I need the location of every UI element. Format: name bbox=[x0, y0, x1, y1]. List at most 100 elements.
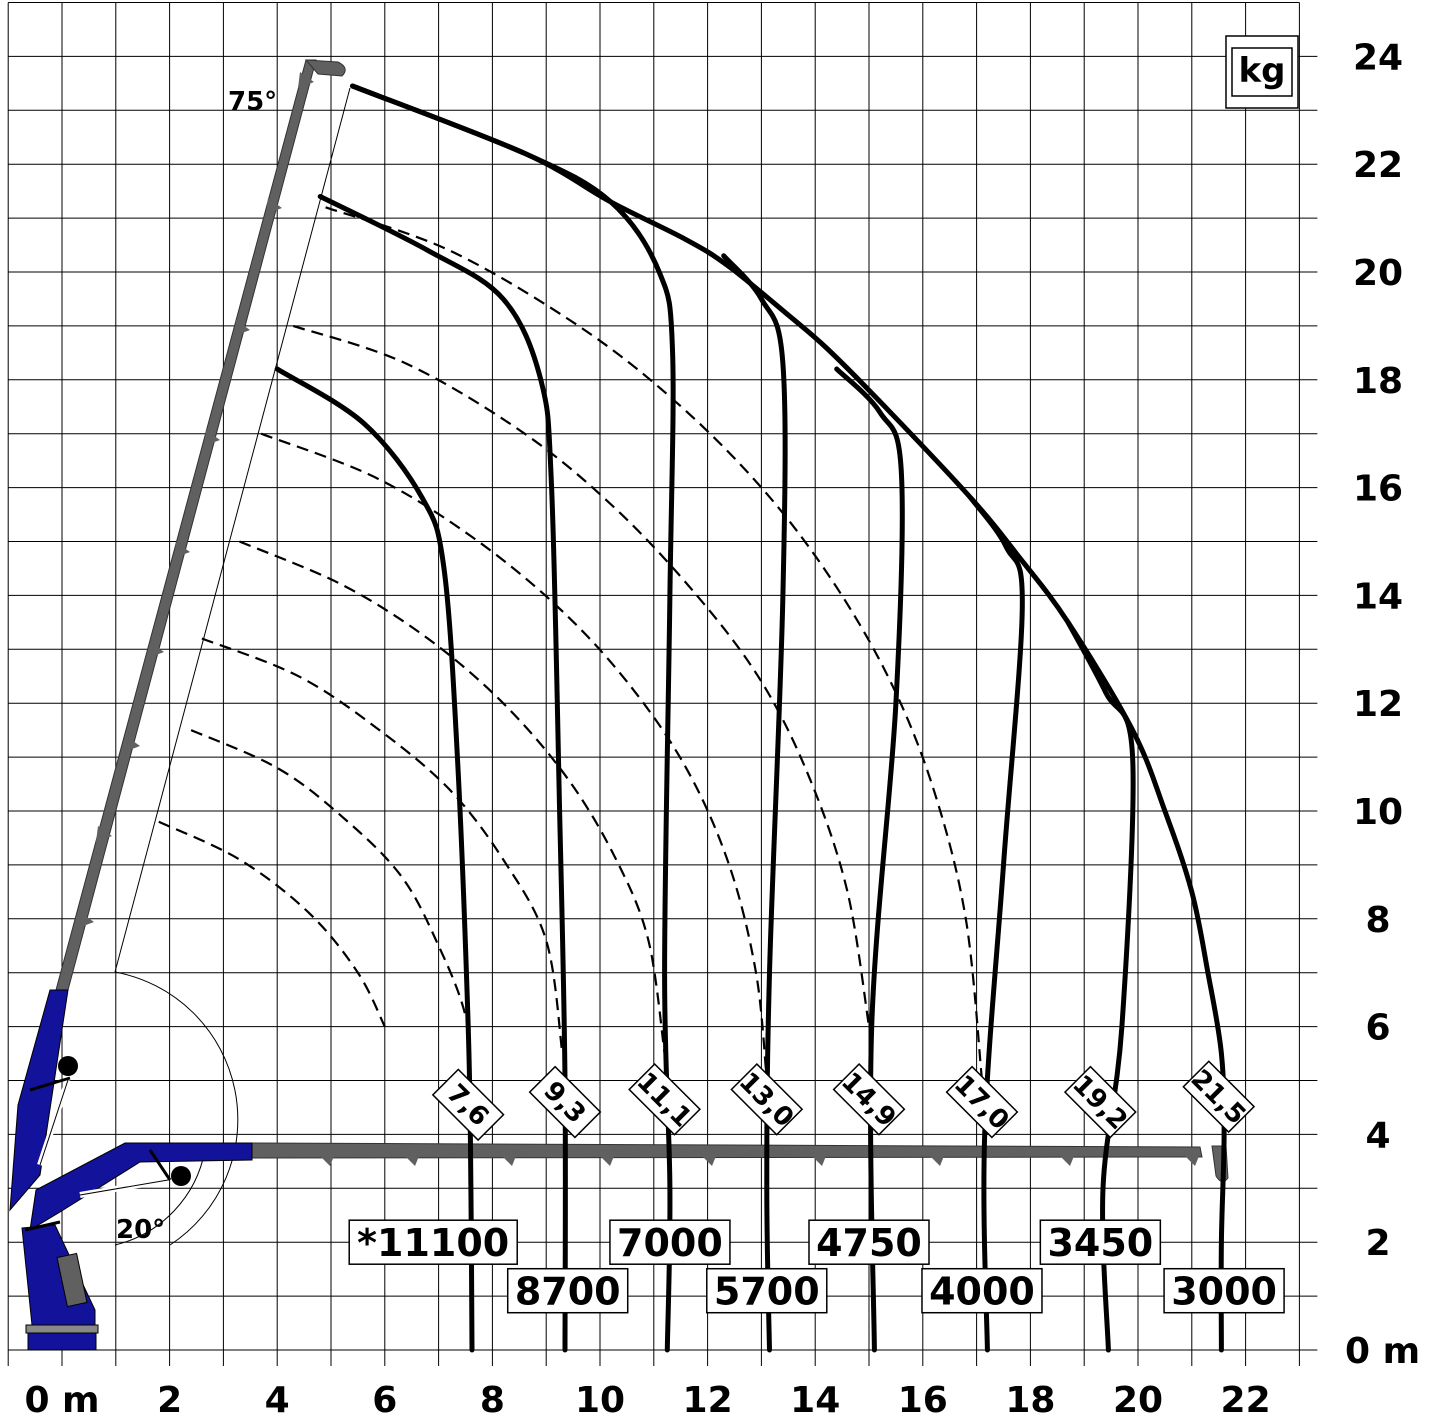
capacity-label: 4750 bbox=[808, 1219, 930, 1265]
load-curve-21-5 bbox=[350, 83, 1227, 1353]
reach-labels: 7,6 9,3 11,1 13,0 14,9 17,0 19,2 21,5 bbox=[431, 1060, 1256, 1142]
capacity-box bbox=[921, 1267, 1043, 1314]
boom-section-joint bbox=[298, 72, 314, 88]
boom-tip bbox=[304, 59, 346, 77]
capacity-box bbox=[506, 1267, 629, 1314]
boom-section-joint bbox=[320, 1156, 334, 1166]
load-curve-19-2 bbox=[1065, 619, 1136, 1353]
load-curve-14-9 bbox=[834, 366, 905, 1353]
boom-section-joint bbox=[234, 320, 250, 336]
height-arc bbox=[325, 206, 984, 1081]
capacity-box bbox=[808, 1219, 930, 1265]
reach-label: 17,0 bbox=[945, 1065, 1019, 1139]
load-curves bbox=[274, 83, 1227, 1353]
load-curve-9-3 bbox=[317, 194, 568, 1353]
reach-label: 19,2 bbox=[1063, 1065, 1137, 1139]
reach-label-box bbox=[628, 1062, 701, 1136]
capacity-box bbox=[609, 1219, 731, 1265]
reach-label-box bbox=[431, 1068, 505, 1142]
boom-section-joint bbox=[405, 1156, 419, 1166]
x-tick-label: 14 bbox=[790, 1380, 840, 1420]
boom-section-joint bbox=[124, 736, 140, 752]
horizontal-boom bbox=[249, 1142, 1203, 1159]
boom-section-joint bbox=[502, 1156, 516, 1166]
reach-label: 11,1 bbox=[628, 1062, 701, 1136]
hydraulic-cylinder bbox=[39, 1079, 69, 1166]
unit-badge: kg bbox=[1225, 35, 1299, 109]
capacity-value: 4750 bbox=[816, 1221, 922, 1265]
y-tick-label: 16 bbox=[1353, 469, 1403, 510]
height-arc bbox=[239, 540, 666, 1054]
capacity-label: 5700 bbox=[706, 1267, 828, 1314]
reach-label: 21,5 bbox=[1182, 1060, 1256, 1134]
boom-envelope-line bbox=[114, 87, 351, 973]
boom-angle-min: 20° bbox=[116, 1215, 165, 1245]
capacity-label: 8700 bbox=[506, 1267, 629, 1314]
column-cylinder bbox=[56, 1252, 88, 1308]
crane-base-plate bbox=[25, 1324, 99, 1334]
y-tick-label: 22 bbox=[1353, 145, 1403, 186]
capacity-label: 3450 bbox=[1039, 1219, 1162, 1265]
reach-label-box bbox=[945, 1065, 1019, 1139]
y-tick-label: 24 bbox=[1353, 37, 1403, 78]
reach-label: 9,3 bbox=[528, 1065, 602, 1139]
x-tick-label: 6 bbox=[372, 1380, 397, 1420]
x-tick-label: 18 bbox=[1005, 1380, 1055, 1420]
capacity-value: 3000 bbox=[1171, 1270, 1277, 1314]
capacity-label: 3000 bbox=[1163, 1267, 1285, 1314]
reach-label-box bbox=[1063, 1065, 1137, 1139]
boom-angle-max: 75° bbox=[228, 87, 277, 117]
boom-section-joint bbox=[812, 1156, 826, 1166]
capacity-value: 5700 bbox=[714, 1270, 820, 1314]
pivot-joint bbox=[58, 1056, 78, 1076]
capacity-value: 3450 bbox=[1047, 1221, 1153, 1265]
pivot-joint bbox=[171, 1166, 191, 1186]
y-tick-label: 10 bbox=[1353, 792, 1403, 833]
y-tick-label: 12 bbox=[1353, 684, 1403, 725]
boom-section-joint bbox=[266, 198, 282, 214]
height-arc bbox=[292, 324, 871, 1027]
reach-label-box bbox=[730, 1062, 804, 1136]
load-curve-13-0 bbox=[721, 253, 788, 1353]
boom-section-joint bbox=[174, 542, 190, 558]
capacity-value: 7000 bbox=[617, 1221, 723, 1265]
reach-label: 14,9 bbox=[832, 1062, 906, 1136]
crane-base bbox=[27, 1332, 97, 1351]
linkage bbox=[24, 1220, 61, 1232]
x-tick-label: 20 bbox=[1113, 1380, 1163, 1420]
boom-section-joint bbox=[702, 1156, 716, 1166]
capacity-label: 4000 bbox=[921, 1267, 1043, 1314]
linkage bbox=[148, 1149, 172, 1181]
boom-section-joint bbox=[96, 826, 112, 842]
x-tick-label: 8 bbox=[480, 1380, 505, 1420]
linkage bbox=[29, 1076, 71, 1092]
y-tick-label: 14 bbox=[1353, 576, 1403, 617]
height-arc bbox=[190, 729, 472, 1081]
upper-inner-boom bbox=[9, 989, 69, 1212]
load-curve-17-0 bbox=[968, 495, 1025, 1353]
boom-section-joint bbox=[600, 1156, 614, 1166]
reach-label-box bbox=[528, 1065, 602, 1139]
y-tick-label: 6 bbox=[1365, 1008, 1390, 1049]
y-tick-label: 18 bbox=[1353, 361, 1403, 402]
capacity-label: *11100 bbox=[348, 1219, 518, 1265]
reach-label-box bbox=[1182, 1060, 1256, 1134]
boom-section-joint bbox=[1060, 1156, 1074, 1166]
x-tick-label: 16 bbox=[898, 1380, 948, 1420]
height-arc bbox=[260, 432, 768, 1081]
y-tick-label: 4 bbox=[1365, 1115, 1390, 1156]
y-tick-label: 2 bbox=[1365, 1223, 1390, 1264]
capacity-box bbox=[348, 1219, 518, 1265]
boom-section-joint bbox=[204, 430, 220, 446]
slew-arc bbox=[114, 971, 239, 1246]
boom-section-joint bbox=[78, 912, 94, 928]
hydraulic-cylinder bbox=[79, 1179, 169, 1196]
x-tick-label: 12 bbox=[683, 1380, 733, 1420]
capacity-box bbox=[1039, 1219, 1162, 1265]
height-arc bbox=[201, 637, 564, 1054]
slew-arc bbox=[114, 1149, 206, 1246]
y-tick-label: 8 bbox=[1365, 900, 1390, 941]
boom-section-joint bbox=[1185, 1156, 1199, 1166]
